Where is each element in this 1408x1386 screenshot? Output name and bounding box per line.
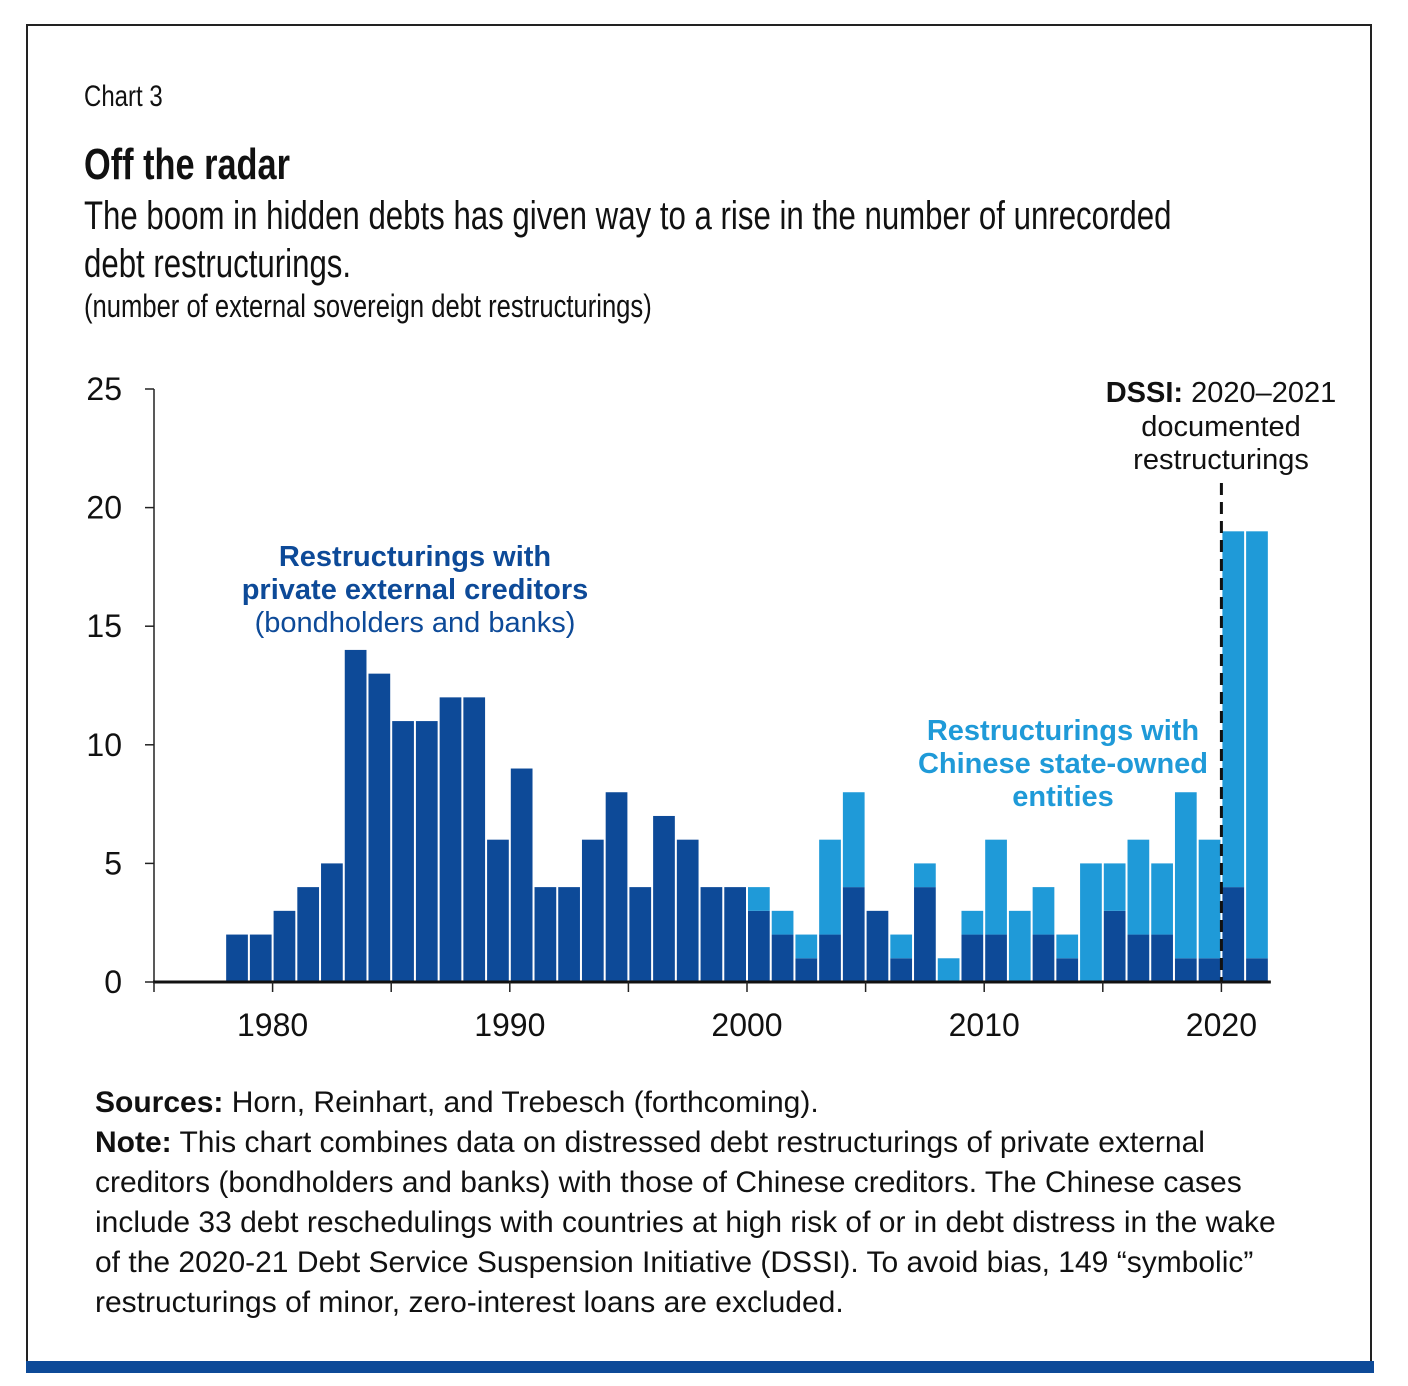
- y-tick-label: 5: [104, 845, 122, 881]
- bar-private-creditors: [748, 910, 770, 982]
- bar-private-creditors: [961, 934, 984, 982]
- chart-title: Off the radar: [84, 140, 290, 189]
- bar-private-creditors: [724, 887, 746, 982]
- y-tick-label: 20: [86, 490, 122, 526]
- bar-chinese-creditors: [1151, 863, 1173, 935]
- bar-private-creditors: [439, 697, 462, 982]
- bar-chinese-creditors: [890, 934, 913, 959]
- bar-private-creditors: [1151, 934, 1173, 982]
- x-tick-label: 1990: [474, 1007, 545, 1043]
- x-tick-label: 2010: [949, 1007, 1020, 1043]
- bar-chinese-creditors: [1222, 531, 1245, 888]
- bar-private-creditors: [463, 697, 486, 982]
- chart-notes: Sources: Horn, Reinhart, and Trebesch (f…: [95, 1083, 1295, 1323]
- x-tick-label: 2020: [1186, 1007, 1257, 1043]
- bottom-accent-bar: [26, 1361, 1374, 1373]
- bar-private-creditors: [1174, 958, 1197, 982]
- bar-chinese-creditors: [937, 958, 960, 982]
- bar-private-creditors: [321, 863, 343, 982]
- chart-frame: [26, 24, 1372, 1372]
- bar-private-creditors: [415, 721, 438, 982]
- chart-subtitle: The boom in hidden debts has given way t…: [84, 194, 1172, 286]
- bar-chinese-creditors: [1080, 863, 1102, 982]
- bar-chinese-creditors: [1103, 863, 1126, 911]
- bar-private-creditors: [226, 934, 248, 982]
- sources-text: Horn, Reinhart, and Trebesch (forthcomin…: [223, 1086, 819, 1119]
- bar-private-creditors: [368, 673, 391, 982]
- bar-private-creditors: [866, 910, 889, 982]
- x-tick-label: 1980: [237, 1007, 308, 1043]
- chinese-creditors-label: Chinese state-owned: [918, 748, 1208, 780]
- bar-private-creditors: [771, 934, 794, 982]
- bar-private-creditors: [1246, 958, 1268, 982]
- bar-private-creditors: [842, 887, 865, 982]
- bar-private-creditors: [914, 887, 936, 982]
- bar-private-creditors: [249, 934, 272, 982]
- private-creditors-label: private external creditors: [242, 574, 589, 606]
- sources-label: Sources:: [95, 1086, 224, 1119]
- note-label: Note:: [95, 1126, 172, 1159]
- private-creditors-label: Restructurings with: [279, 541, 551, 573]
- bar-private-creditors: [700, 887, 723, 982]
- bar-private-creditors: [1127, 934, 1150, 982]
- x-tick-label: 2000: [711, 1007, 782, 1043]
- bar-chinese-creditors: [748, 887, 770, 911]
- bar-private-creditors: [653, 815, 675, 982]
- bar-private-creditors: [605, 792, 628, 982]
- bar-private-creditors: [1222, 887, 1245, 982]
- dssi-annotation: DSSI: 2020–2021: [1106, 377, 1337, 409]
- bar-private-creditors: [985, 934, 1007, 982]
- y-tick-label: 25: [86, 371, 122, 407]
- bar-chinese-creditors: [1174, 792, 1197, 959]
- bar-private-creditors: [676, 839, 699, 982]
- bar-private-creditors: [1198, 958, 1221, 982]
- bar-chinese-creditors: [819, 839, 841, 935]
- chart-number: Chart 3: [84, 80, 163, 113]
- bar-chinese-creditors: [914, 863, 936, 888]
- dssi-annotation: documented: [1141, 411, 1301, 443]
- note-text: This chart combines data on distressed d…: [95, 1126, 1276, 1319]
- bar-private-creditors: [795, 958, 818, 982]
- bar-chinese-creditors: [961, 910, 984, 935]
- bar-chinese-creditors: [1056, 934, 1079, 959]
- bar-chinese-creditors: [795, 934, 818, 959]
- bar-private-creditors: [392, 721, 414, 982]
- dssi-annotation: restructurings: [1133, 444, 1309, 476]
- bar-private-creditors: [581, 839, 604, 982]
- private-creditors-label: (bondholders and banks): [255, 607, 576, 639]
- bar-chinese-creditors: [1032, 887, 1055, 935]
- bar-private-creditors: [1032, 934, 1055, 982]
- bar-private-creditors: [819, 934, 841, 982]
- bar-private-creditors: [1056, 958, 1079, 982]
- bar-chinese-creditors: [985, 839, 1007, 935]
- bar-chinese-creditors: [771, 910, 794, 935]
- bar-chinese-creditors: [842, 792, 865, 888]
- note-paragraph: Note: This chart combines data on distre…: [95, 1123, 1295, 1323]
- bar-chinese-creditors: [1008, 910, 1031, 982]
- bar-chinese-creditors: [1127, 839, 1150, 935]
- bar-private-creditors: [510, 768, 533, 982]
- chinese-creditors-label: Restructurings with: [927, 715, 1199, 747]
- bar-private-creditors: [890, 958, 913, 982]
- bar-chinese-creditors: [1198, 839, 1221, 959]
- chinese-creditors-label: entities: [1012, 781, 1114, 813]
- bar-private-creditors: [297, 887, 320, 982]
- bar-private-creditors: [558, 887, 580, 982]
- bar-chart: 0 5 10 15 20 25 1980 1990 2000 2010 2020 DSSI: 2020…: [86, 371, 1337, 1043]
- y-axis-unit-label: (number of external sovereign debt restr…: [84, 288, 652, 324]
- y-tick-label: 0: [104, 964, 122, 1000]
- bar-private-creditors: [344, 649, 367, 982]
- bar-private-creditors: [1103, 910, 1126, 982]
- bar-private-creditors: [629, 887, 652, 982]
- y-tick-label: 15: [86, 608, 122, 644]
- bar-private-creditors: [273, 910, 296, 982]
- bar-private-creditors: [487, 839, 509, 982]
- y-tick-label: 10: [86, 727, 122, 763]
- bar-chinese-creditors: [1246, 531, 1268, 959]
- sources-line: Sources: Horn, Reinhart, and Trebesch (f…: [95, 1083, 1295, 1123]
- bar-private-creditors: [534, 887, 557, 982]
